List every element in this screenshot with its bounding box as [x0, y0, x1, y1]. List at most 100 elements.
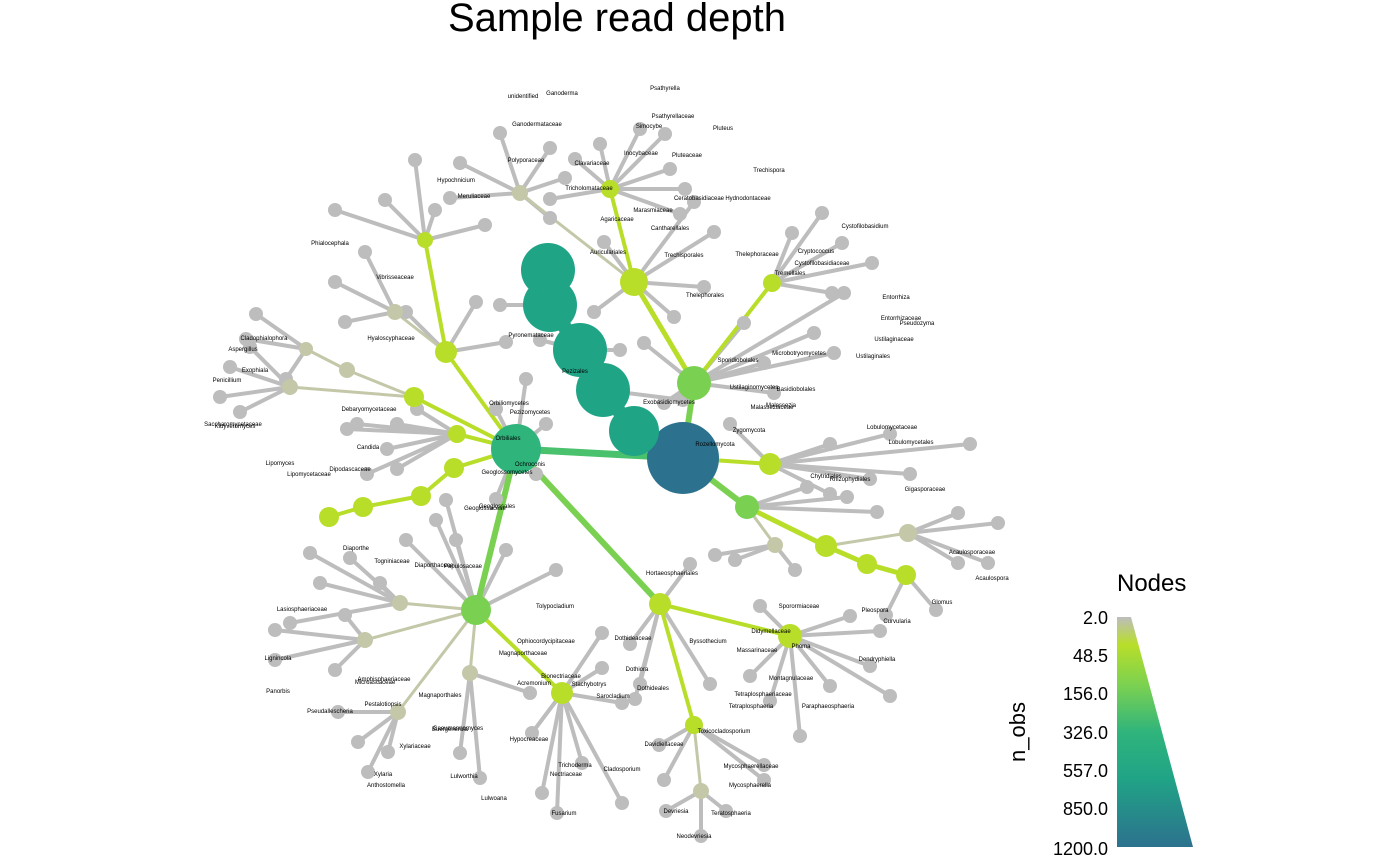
leaf-label: Tremellales — [775, 271, 806, 277]
leaf-node — [268, 653, 282, 667]
leaf-label: Exophiala — [242, 368, 269, 374]
leaf-label: Orbiliomycetes — [489, 401, 529, 407]
leaf-node — [981, 556, 995, 570]
tree-node — [339, 362, 355, 378]
leaf-node — [837, 286, 851, 300]
legend-tick: 48.5 — [1073, 646, 1108, 666]
leaf-edge — [468, 671, 532, 695]
tree-node — [448, 425, 466, 443]
leaf-label: Trechisporales — [664, 253, 703, 259]
leaf-label: Zygomycota — [733, 428, 766, 434]
leaf-label: Lipomyces — [266, 461, 295, 467]
tree-node — [815, 535, 837, 557]
leaf-label: Basidiobolales — [777, 387, 816, 393]
leaf-node — [575, 756, 589, 770]
leaf-label: Chytridiales — [810, 474, 841, 480]
leaf-node — [708, 548, 722, 562]
leaf-label: Lulworthia — [450, 774, 478, 780]
leaf-node — [825, 286, 839, 300]
leaf-node — [863, 472, 877, 486]
leaf-node — [328, 203, 342, 217]
leaf-node — [469, 295, 483, 309]
leaf-node — [757, 758, 771, 772]
tree-node — [521, 243, 575, 297]
leaf-label: Dothiora — [626, 667, 649, 673]
leaf-edge — [363, 250, 397, 314]
leaf-label: Lulwoana — [481, 796, 507, 802]
leaf-edge — [273, 638, 367, 662]
tree-edge — [692, 723, 703, 793]
tree-node — [387, 304, 403, 320]
leaf-edge — [383, 198, 427, 242]
leaf-label: Byssothecium — [689, 639, 726, 645]
leaf-node — [338, 608, 352, 622]
leaf-node — [807, 326, 821, 340]
leaf-node — [785, 226, 799, 240]
leaf-edge — [608, 167, 672, 191]
leaf-label: Ochroconis — [515, 462, 545, 468]
leaf-label: Dipodascaceae — [329, 467, 371, 473]
leaf-node — [823, 679, 837, 693]
leaf-label: Gigasporaceae — [905, 487, 946, 493]
leaf-node — [823, 437, 837, 451]
leaf-label: Devriesia — [663, 809, 689, 815]
leaf-node — [340, 422, 354, 436]
leaf-label: Sarocladium — [596, 694, 629, 700]
leaf-node — [823, 487, 837, 501]
leaf-node — [380, 442, 394, 456]
leaf-label: Psathyrellaceae — [652, 114, 695, 120]
tree-node — [576, 363, 630, 417]
leaf-label: Phoma — [791, 644, 811, 650]
leaf-label: Tetraplosphaeria — [729, 704, 774, 710]
leaf-label: Dendryphiella — [859, 657, 896, 663]
leaf-node — [658, 127, 672, 141]
leaf-edge — [413, 158, 427, 242]
leaf-edge — [745, 505, 879, 514]
leaf-node — [683, 557, 697, 571]
leaf-label: Nectriaceae — [550, 772, 583, 778]
leaf-label: Auriculariales — [590, 250, 626, 256]
tree-edge — [658, 602, 696, 727]
leaf-label: Cystofilobasidium — [841, 224, 888, 230]
leaf-label: Stachybotrys — [572, 682, 607, 688]
leaf-node — [338, 315, 352, 329]
leaf-label: Entorrhiza — [882, 295, 910, 301]
leaf-node — [737, 316, 751, 330]
tree-node — [462, 665, 478, 681]
leaf-node — [399, 305, 413, 319]
leaf-node — [757, 773, 771, 787]
tree-edge — [474, 608, 564, 695]
leaf-labels: unidentified Ganoderma Psathyrella Ganoderm… — [204, 86, 1009, 840]
tree-node — [512, 185, 528, 201]
leaf-node — [951, 506, 965, 520]
leaf-node — [963, 437, 977, 451]
tree-node — [444, 458, 464, 478]
leaf-label: Trichoderma — [558, 763, 592, 769]
leaf-node — [558, 171, 572, 185]
legend-title: Nodes — [1117, 570, 1186, 597]
leaf-label: Thelephorales — [686, 293, 724, 299]
tree-node — [896, 565, 916, 585]
leaf-edge — [273, 628, 367, 642]
leaf-label: Microascaceae — [355, 680, 396, 686]
leaf-label: Ophiocordycipitaceae — [517, 639, 575, 645]
legend-tick: 156.0 — [1063, 684, 1108, 704]
leaf-label: Magnaporthaceae — [499, 651, 548, 657]
leaf-edge — [768, 462, 912, 476]
leaf-node — [268, 623, 282, 637]
leaf-label: Neodevriesia — [676, 834, 712, 840]
leaf-label: Hortaeosphaeriales — [646, 571, 698, 577]
leaf-node — [478, 218, 492, 232]
leaf-node — [223, 360, 237, 374]
leaf-node — [652, 738, 666, 752]
leaf-edge — [788, 634, 892, 698]
leaf-label: Didymellaceae — [751, 629, 791, 635]
legend-tick: 2.0 — [1083, 608, 1108, 628]
tree-edge — [658, 602, 792, 638]
leaf-label: Xylaria — [374, 772, 393, 778]
tree-node — [357, 632, 373, 648]
leaf-edge — [518, 146, 552, 195]
tree-node — [390, 704, 406, 720]
leaf-edge — [788, 634, 802, 738]
leaf-edge — [318, 581, 402, 605]
